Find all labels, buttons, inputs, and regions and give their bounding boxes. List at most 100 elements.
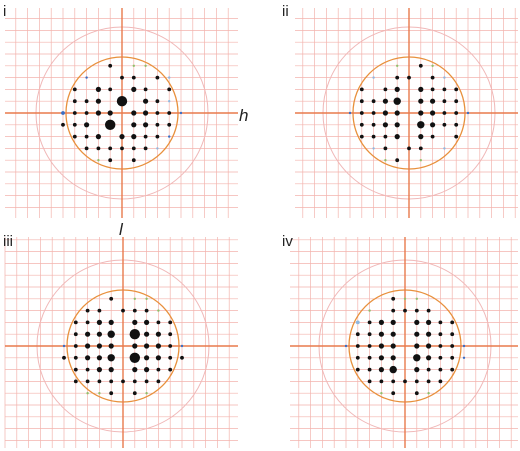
reflection-spot xyxy=(359,111,364,115)
reflection-spot xyxy=(355,344,360,348)
reflection-spot xyxy=(372,147,375,150)
reflection-spot xyxy=(168,355,173,360)
reflection-spot xyxy=(367,367,372,372)
reflection-spot xyxy=(382,122,388,128)
reflection-spot xyxy=(108,158,113,163)
reflection-spot xyxy=(438,332,443,337)
reflection-spot xyxy=(414,343,420,349)
reflection-spot xyxy=(438,367,443,372)
reflection-spot xyxy=(96,319,102,325)
reflection-spot xyxy=(450,367,455,372)
reflection-spot xyxy=(413,354,421,362)
reflection-spot xyxy=(109,379,114,384)
reflection-spot xyxy=(426,308,431,313)
reflection-spot xyxy=(73,344,78,348)
reflection-spot xyxy=(84,134,89,139)
reflection-spot xyxy=(394,134,400,140)
reflection-spot xyxy=(108,343,114,349)
reflection-spot xyxy=(407,146,411,151)
reflection-spot xyxy=(156,320,161,325)
reflection-spot xyxy=(85,76,88,79)
reflection-spot xyxy=(144,308,149,313)
reflection-spot xyxy=(131,110,137,116)
reflection-spot xyxy=(383,134,388,139)
reflection-spot xyxy=(383,146,388,151)
reflection-spot xyxy=(418,146,423,151)
reflection-spot xyxy=(378,355,384,361)
reflection-spot xyxy=(371,122,376,127)
reflection-spot xyxy=(143,134,148,139)
reflection-spot xyxy=(168,100,171,103)
reflection-spot xyxy=(355,355,360,360)
reflection-spot xyxy=(144,379,149,384)
reflection-spot xyxy=(454,99,459,104)
reflection-spot xyxy=(145,297,148,300)
reflection-spot xyxy=(391,379,396,384)
reflection-spot xyxy=(95,86,101,92)
reflection-spot xyxy=(391,296,396,301)
reflection-spot xyxy=(129,352,140,363)
reflection-spot xyxy=(450,344,455,348)
reflection-spot xyxy=(168,367,173,372)
reflection-spot xyxy=(359,134,364,139)
reflection-spot xyxy=(73,355,78,360)
reflection-spot xyxy=(391,391,396,396)
reflection-spot xyxy=(426,367,431,372)
reflection-spot xyxy=(438,355,443,360)
reflection-spot xyxy=(359,87,364,92)
reflection-spot xyxy=(384,159,387,162)
reflection-spot xyxy=(85,343,91,349)
reflection-spot xyxy=(121,379,125,384)
reflection-spot xyxy=(438,344,443,348)
reflection-spot xyxy=(426,343,432,349)
reflection-spot xyxy=(371,99,376,104)
reflection-spot xyxy=(396,64,399,68)
reflection-spot xyxy=(466,111,470,115)
reflection-spot xyxy=(108,319,114,325)
reflection-spot xyxy=(355,332,360,337)
reflection-spot xyxy=(120,146,124,151)
reflection-spot xyxy=(438,379,443,384)
reflection-spot xyxy=(132,379,137,384)
reflection-spot xyxy=(168,344,173,348)
reflection-spot xyxy=(359,122,364,127)
reflection-spot xyxy=(394,110,400,116)
reflection-spot xyxy=(84,111,89,115)
reflection-spot xyxy=(368,309,371,312)
reflection-spot xyxy=(144,355,150,361)
reflection-spot xyxy=(132,367,138,373)
reflection-spot xyxy=(61,122,65,127)
reflection-spot xyxy=(155,331,161,337)
reflection-spot xyxy=(61,111,65,115)
reflection-spot xyxy=(129,329,140,340)
reflection-spot xyxy=(450,355,455,360)
reflection-spot xyxy=(414,319,420,325)
reflection-spot xyxy=(378,343,384,349)
reflection-spot xyxy=(168,332,173,337)
reflection-spot xyxy=(96,343,102,349)
reflection-spot xyxy=(143,146,148,151)
reflection-spot xyxy=(414,379,419,384)
reflection-spot xyxy=(414,367,420,373)
reflection-spot xyxy=(107,110,113,116)
reflection-spot xyxy=(84,146,89,151)
reflection-spot xyxy=(108,87,113,92)
reflection-spot xyxy=(143,110,149,116)
reflection-spot xyxy=(155,355,161,361)
reflection-spot xyxy=(132,308,137,313)
reflection-spot xyxy=(462,356,466,359)
reflection-spot xyxy=(382,98,388,104)
reflection-spot xyxy=(430,122,436,128)
reflection-spot xyxy=(85,355,91,361)
reflection-spot xyxy=(73,379,78,384)
reflection-spot xyxy=(390,331,396,337)
reflection-spot xyxy=(156,147,159,150)
reflection-spot xyxy=(107,354,115,362)
reflection-spot xyxy=(367,332,372,337)
reflection-spot xyxy=(367,344,372,348)
reflection-spot xyxy=(371,134,376,139)
reflection-spot xyxy=(418,98,424,104)
reflection-spot xyxy=(144,64,147,68)
reflection-spot xyxy=(143,87,148,92)
reflection-spot xyxy=(145,392,148,395)
